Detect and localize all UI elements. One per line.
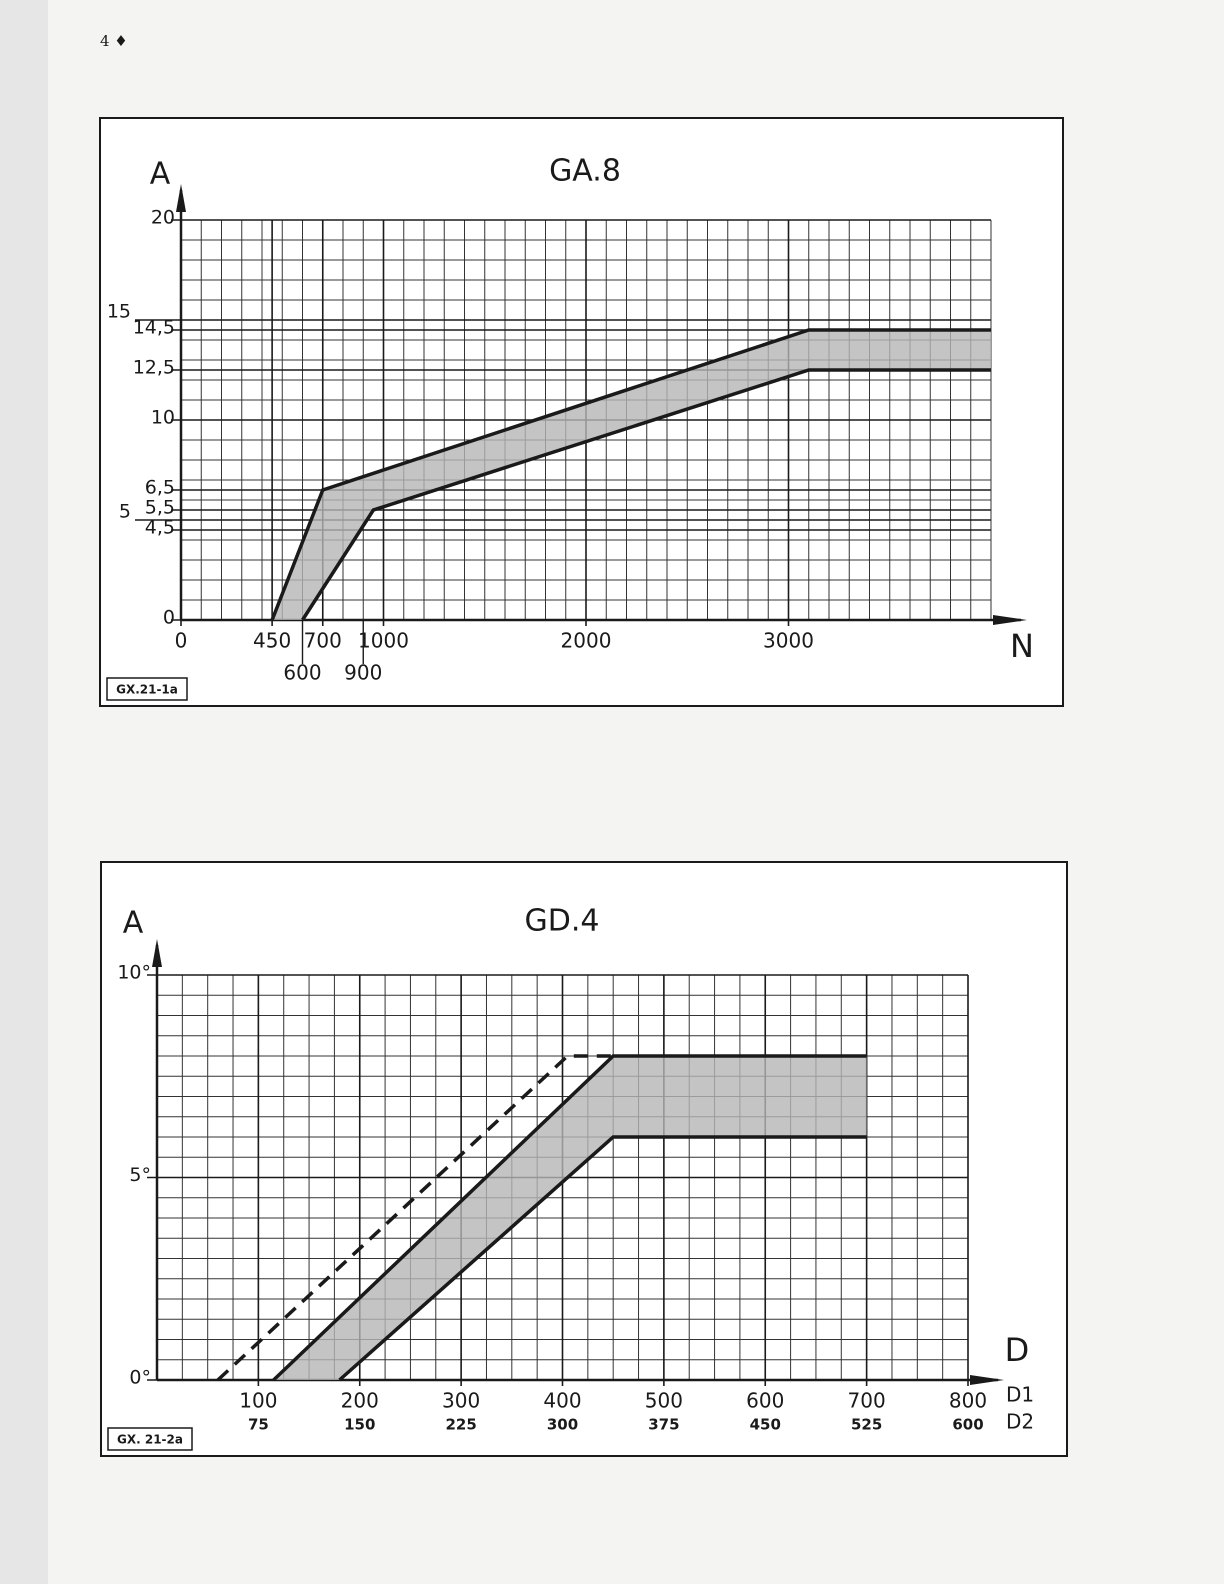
x2-tick-label: 150 [344,1416,375,1434]
x-tick-label: 2000 [561,629,612,653]
chart-title: GD.4 [525,904,600,939]
x2-tick-label: 600 [952,1416,983,1434]
x-tick-label: 3000 [763,629,814,653]
y-arrow [152,939,162,967]
y-tick-label: 15 [107,301,131,323]
x2-tick-label: 375 [648,1416,679,1434]
y-tick-label: 14,5 [133,317,175,339]
y-tick-label: 4,5 [145,517,175,539]
series-line [301,368,991,621]
y-tick-label: 5 [119,501,131,523]
x1-name: D1 [1006,1383,1034,1407]
x2-tick-label: 450 [750,1416,781,1434]
x-axis-label: D [1005,1331,1030,1369]
code-label: GX. 21-2a [117,1433,183,1447]
x-tick-label: 400 [543,1389,581,1413]
x2-tick-label: 300 [547,1416,578,1434]
y-arrow [176,184,186,212]
scan-edge [0,0,48,1584]
y-tick-label: 5,5 [145,497,175,519]
y-tick-label: 5° [129,1164,151,1186]
band-fill [272,330,991,620]
x-tick-label: 700 [304,629,342,653]
x-tick-label: 700 [848,1389,886,1413]
page-number: 4 ♦ [100,32,128,50]
x-tick-label: 100 [239,1389,277,1413]
chart-title: GA.8 [549,154,621,189]
y-axis-label: A [150,157,171,192]
x-axis-label: N [1010,627,1034,665]
code-label: GX.21-1a [116,683,178,697]
series-line [216,1054,614,1382]
x-tick-label: 200 [341,1389,379,1413]
series-line [272,1054,867,1382]
x2-tick-label: 225 [445,1416,476,1434]
series-line [338,1135,867,1382]
x2-name: D2 [1006,1410,1034,1434]
series-line [270,328,991,621]
y-tick-label: 10 [151,407,175,429]
x-arrow [993,615,1027,625]
x-tick-label: 1000 [358,629,409,653]
y-tick-label: 6,5 [145,477,175,499]
x-tick-label-lower: 600 [283,661,321,685]
x2-tick-label: 75 [248,1416,269,1434]
x-tick-label: 450 [253,629,291,653]
x-tick-label: 800 [949,1389,987,1413]
code-box [106,677,188,701]
x2-tick-label: 525 [851,1416,882,1434]
y-tick-label: 0° [129,1367,151,1389]
x-tick-label-lower: 900 [344,661,382,685]
x-tick-label: 600 [746,1389,784,1413]
y-axis-label: A [123,906,144,941]
y-tick-label: 20 [151,207,175,229]
x-tick-label: 300 [442,1389,480,1413]
y-tick-label: 0 [163,607,175,629]
y-tick-label: 10° [117,962,151,984]
y-tick-label: 12,5 [133,357,175,379]
x-arrow [970,1375,1004,1385]
x-tick-label: 0 [175,629,188,653]
code-box [107,1427,193,1451]
x-tick-label: 500 [645,1389,683,1413]
